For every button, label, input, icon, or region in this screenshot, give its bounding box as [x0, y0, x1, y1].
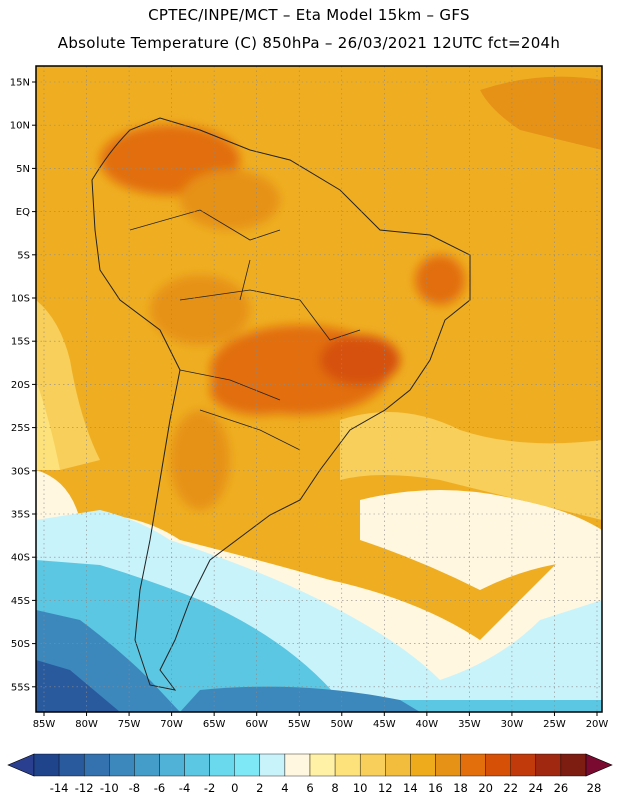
colorbar-swatch: [159, 753, 185, 777]
colorbar-label: 14: [403, 781, 418, 795]
colorbar-swatch: [184, 753, 210, 777]
colorbar-swatch: [460, 753, 486, 777]
lon-label: 30W: [501, 719, 524, 730]
lon-label: 80W: [75, 719, 98, 730]
lon-label: 40W: [416, 719, 439, 730]
colorbar-label: -2: [204, 781, 215, 795]
colorbar-label: 0: [231, 781, 238, 795]
colorbar-label: 2: [256, 781, 263, 795]
lon-label: 45W: [373, 719, 396, 730]
colorbar-swatch: [410, 753, 436, 777]
colorbar-swatch: [33, 753, 60, 777]
lon-label: 60W: [245, 719, 268, 730]
map-subtitle: Absolute Temperature (C) 850hPa – 26/03/…: [57, 34, 561, 52]
lat-label: 35S: [11, 510, 30, 521]
colorbar-label: 22: [503, 781, 518, 795]
colorbar-label: 12: [378, 781, 393, 795]
colorbar-swatch: [359, 753, 386, 777]
colorbar-swatch: [485, 753, 511, 777]
lon-label: 20W: [586, 719, 609, 730]
colorbar-label: -6: [154, 781, 165, 795]
colorbar-swatch: [435, 753, 461, 777]
colorbar-swatch: [560, 753, 587, 777]
lat-label: 15N: [10, 78, 30, 89]
map-frame: [35, 65, 603, 713]
colorbar-swatch: [234, 753, 261, 777]
lat-label: 10N: [10, 121, 30, 132]
colorbar-label: -14: [50, 781, 69, 795]
colorbar: -14 -12 -10 -8 -6 -4 -2 0 2 4 6 8 10 12 14 16 18 20 22 24 26…: [7, 753, 613, 795]
colorbar-label: 24: [528, 781, 543, 795]
lat-label: EQ: [16, 207, 30, 218]
lon-label: 75W: [118, 719, 141, 730]
map-title: CPTEC/INPE/MCT – Eta Model 15km – GFS: [148, 6, 470, 24]
lon-label: 35W: [458, 719, 481, 730]
colorbar-swatch: [134, 753, 160, 777]
longitude-labels: 85W 80W 75W 70W 65W 60W 55W 50W 45W 40W 35W 30W 25W 2…: [33, 712, 609, 730]
colorbar-swatch: [385, 753, 411, 777]
colorbar-swatch: [510, 753, 537, 777]
lat-label: 45S: [11, 596, 30, 607]
colorbar-label: -10: [100, 781, 119, 795]
colorbar-label: 10: [353, 781, 368, 795]
colorbar-label: 28: [587, 781, 602, 795]
colorbar-label: -4: [179, 781, 190, 795]
colorbar-swatch: [284, 753, 311, 777]
colorbar-swatch: [109, 753, 135, 777]
colorbar-label: 16: [428, 781, 443, 795]
colorbar-label: 20: [478, 781, 493, 795]
colorbar-label: -12: [75, 781, 94, 795]
colorbar-high-arrow: [585, 753, 613, 777]
colorbar-swatch: [309, 753, 336, 777]
lon-label: 70W: [160, 719, 183, 730]
lon-label: 50W: [330, 719, 353, 730]
colorbar-swatch: [83, 753, 110, 777]
lat-label: 5S: [17, 250, 30, 261]
lon-label: 25W: [543, 719, 566, 730]
colorbar-swatch: [334, 753, 361, 777]
lat-label: 40S: [11, 553, 30, 564]
lat-label: 15S: [11, 337, 30, 348]
lat-label: 50S: [11, 639, 30, 650]
temperature-field: [36, 66, 602, 712]
colorbar-swatch: [209, 753, 235, 777]
lat-label: 5N: [16, 164, 30, 175]
colorbar-swatch: [58, 753, 85, 777]
colorbar-label: -8: [129, 781, 140, 795]
colorbar-label: 26: [554, 781, 569, 795]
colorbar-low-arrow: [7, 753, 35, 777]
colorbar-swatch: [259, 753, 286, 777]
colorbar-label: 4: [281, 781, 288, 795]
lon-label: 55W: [288, 719, 311, 730]
colorbar-swatch: [535, 753, 562, 777]
lat-label: 55S: [11, 682, 30, 693]
colorbar-label: 6: [306, 781, 313, 795]
latitude-labels: 15N 10N 5N EQ 5S 10S 15S 20S 25S 30S 35S 40S 45S 50S 5…: [10, 78, 36, 693]
colorbar-label: 8: [331, 781, 338, 795]
lat-label: 25S: [11, 423, 30, 434]
lat-label: 20S: [11, 380, 30, 391]
lon-label: 65W: [203, 719, 226, 730]
lat-label: 10S: [11, 294, 30, 305]
lat-label: 30S: [11, 466, 30, 477]
colorbar-label: 18: [453, 781, 468, 795]
lon-label: 85W: [33, 719, 56, 730]
